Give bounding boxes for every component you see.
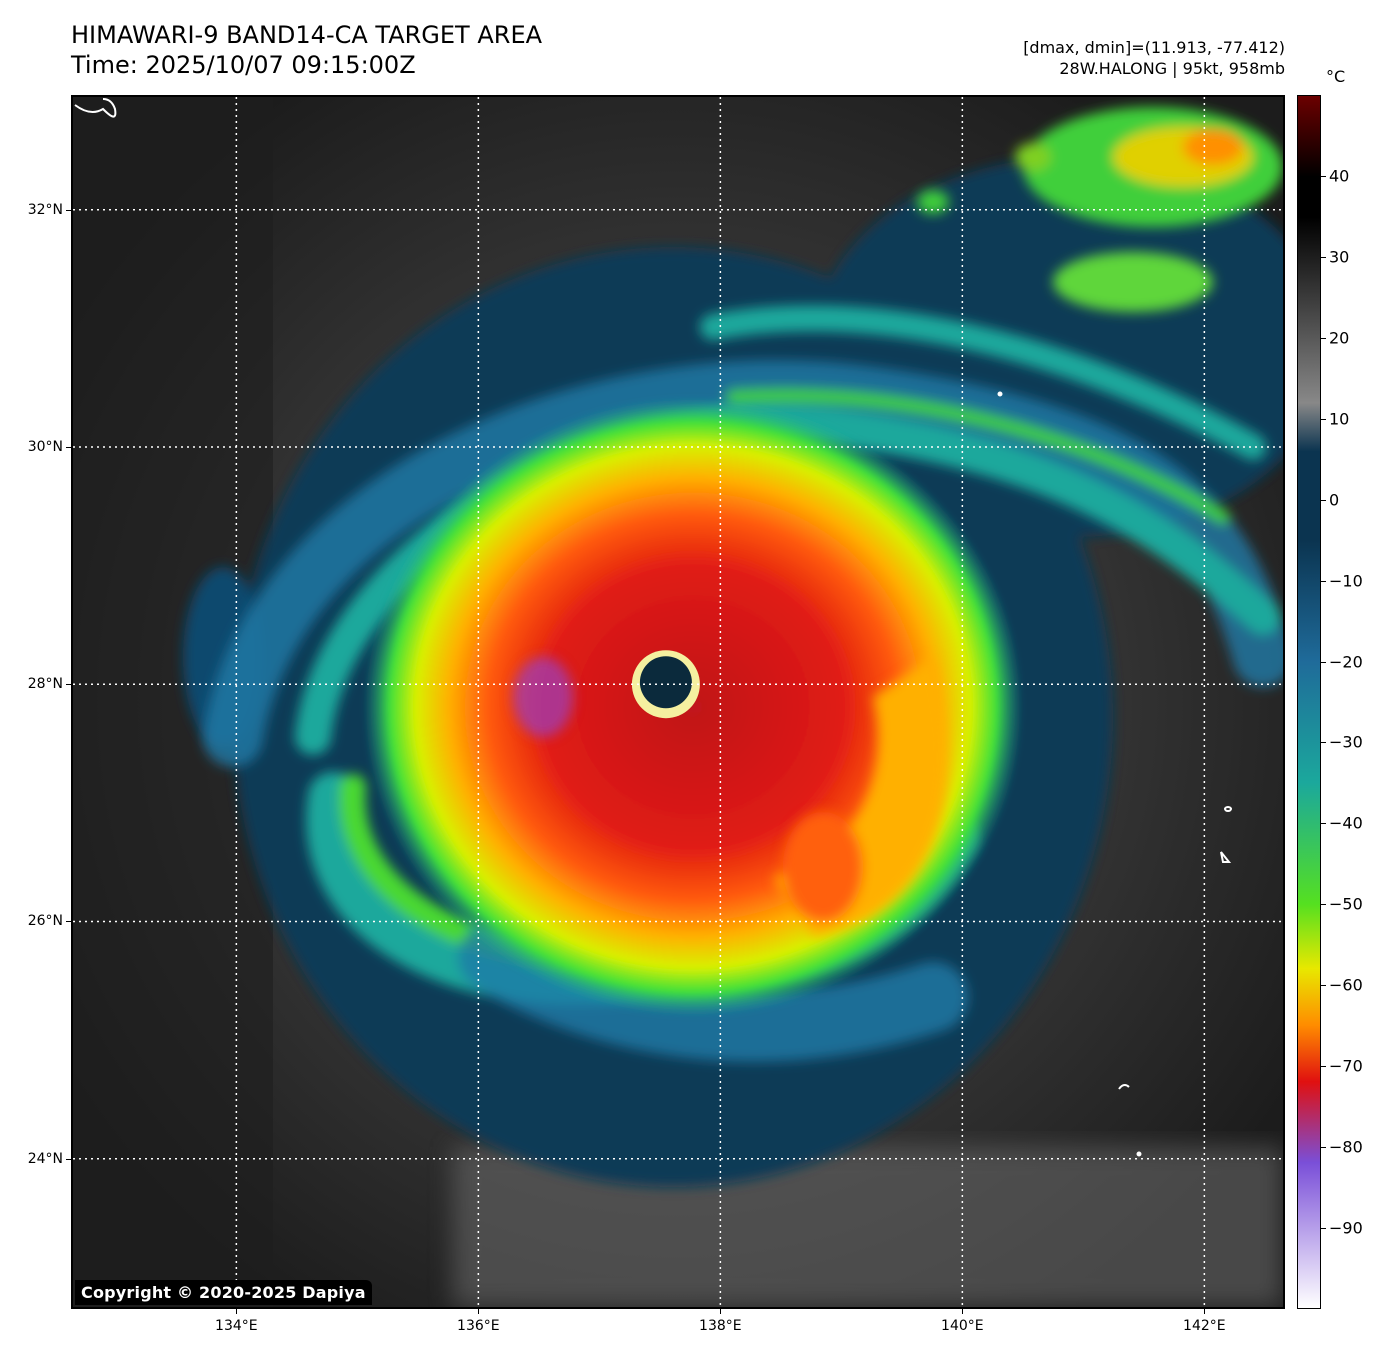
longitude-tick <box>478 1309 480 1314</box>
latitude-label: 32°N <box>27 201 63 218</box>
dmax-dmin-readout: [dmax, dmin]=(11.913, -77.412) <box>1023 38 1285 57</box>
storm-info: 28W.HALONG | 95kt, 958mb <box>1059 59 1285 78</box>
colorbar-tick <box>1321 256 1326 258</box>
colorbar-tick-label: −30 <box>1329 732 1363 752</box>
latitude-label: 28°N <box>27 676 63 693</box>
colorbar-tick-label: −50 <box>1329 894 1363 914</box>
longitude-label: 140°E <box>941 1318 984 1334</box>
satellite-map: Copyright © 2020-2025 Dapiya <box>71 95 1285 1309</box>
colorbar-tick-label: 20 <box>1329 328 1350 348</box>
storm-eye <box>631 650 700 719</box>
colorbar-tick <box>1321 742 1326 744</box>
longitude-label: 136°E <box>457 1318 500 1334</box>
colorbar-tick <box>1321 580 1326 582</box>
colorbar-tick-label: 10 <box>1329 409 1350 429</box>
figure-meta-block: [dmax, dmin]=(11.913, -77.412) 28W.HALON… <box>1023 37 1285 79</box>
latitude-tick <box>66 209 71 211</box>
colorbar-tick <box>1321 175 1326 177</box>
colorbar-tick-label: −20 <box>1329 652 1363 672</box>
longitude-tick <box>962 1309 964 1314</box>
colorbar-unit: °C <box>1326 67 1346 86</box>
figure-title: HIMAWARI-9 BAND14-CA TARGET AREA <box>71 21 543 49</box>
colorbar-tick-label: −70 <box>1329 1056 1363 1076</box>
longitude-label: 142°E <box>1183 1318 1226 1334</box>
latitude-label: 30°N <box>27 438 63 455</box>
colorbar-tick <box>1321 499 1326 501</box>
satellite-imagery <box>73 97 1283 1307</box>
figure-title-block: HIMAWARI-9 BAND14-CA TARGET AREA Time: 2… <box>71 20 542 80</box>
colorbar-tick <box>1321 1066 1326 1068</box>
latitude-tick <box>66 921 71 923</box>
latitude-label: 26°N <box>27 913 63 930</box>
gridlines <box>73 97 1283 1307</box>
colorbar <box>1297 95 1321 1309</box>
longitude-tick <box>1204 1309 1206 1314</box>
longitude-label: 134°E <box>215 1318 258 1334</box>
figure-time: Time: 2025/10/07 09:15:00Z <box>71 51 416 79</box>
copyright-badge: Copyright © 2020-2025 Dapiya <box>75 1280 372 1305</box>
longitude-tick <box>236 1309 238 1314</box>
longitude-tick <box>720 1309 722 1314</box>
colorbar-tick <box>1321 1147 1326 1149</box>
colorbar-tick <box>1321 985 1326 987</box>
latitude-tick <box>66 684 71 686</box>
colorbar-tick-label: −90 <box>1329 1218 1363 1238</box>
colorbar-tick <box>1321 418 1326 420</box>
colorbar-tick-label: −10 <box>1329 571 1363 591</box>
latitude-tick <box>66 1158 71 1160</box>
colorbar-tick <box>1321 904 1326 906</box>
latitude-tick <box>66 446 71 448</box>
colorbar-tick-label: 30 <box>1329 247 1350 267</box>
colorbar-tick <box>1321 823 1326 825</box>
colorbar-tick <box>1321 661 1326 663</box>
colorbar-tick <box>1321 337 1326 339</box>
colorbar-tick-label: −40 <box>1329 813 1363 833</box>
colorbar-tick-label: −60 <box>1329 975 1363 995</box>
latitude-label: 24°N <box>27 1150 63 1167</box>
colorbar-tick-label: −80 <box>1329 1137 1363 1157</box>
longitude-label: 138°E <box>699 1318 742 1334</box>
colorbar-tick <box>1321 1228 1326 1230</box>
colorbar-tick-label: 0 <box>1329 490 1340 510</box>
colorbar-tick-label: 40 <box>1329 166 1350 186</box>
